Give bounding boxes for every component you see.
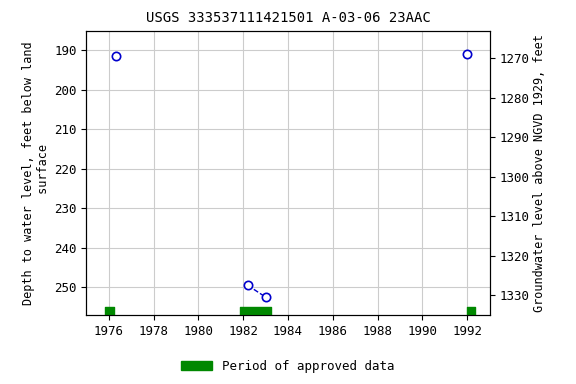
Legend: Period of approved data: Period of approved data: [176, 355, 400, 378]
Title: USGS 333537111421501 A-03-06 23AAC: USGS 333537111421501 A-03-06 23AAC: [146, 12, 430, 25]
Y-axis label: Groundwater level above NGVD 1929, feet: Groundwater level above NGVD 1929, feet: [533, 34, 547, 312]
Y-axis label: Depth to water level, feet below land
 surface: Depth to water level, feet below land su…: [22, 41, 50, 305]
